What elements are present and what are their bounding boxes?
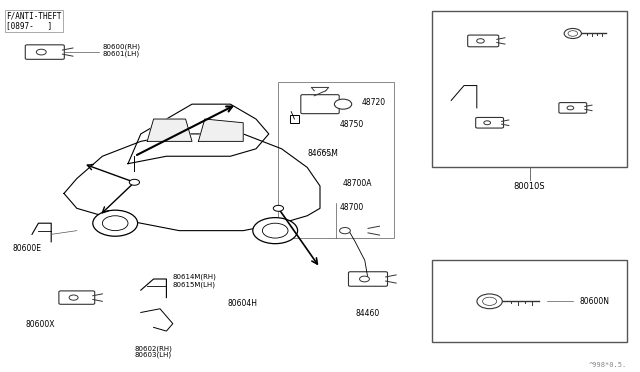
Circle shape [262,223,288,238]
Circle shape [564,29,581,38]
Bar [432,11,627,167]
Circle shape [567,106,574,110]
Circle shape [477,294,502,309]
FancyBboxPatch shape [26,45,65,60]
Text: ^998*0.5.: ^998*0.5. [589,362,627,368]
Text: 48720: 48720 [362,98,386,107]
Text: 80614M(RH): 80614M(RH) [173,274,217,280]
Bar [290,115,299,123]
Text: 80615M(LH): 80615M(LH) [173,281,216,288]
Polygon shape [147,119,192,141]
Circle shape [102,216,128,231]
FancyBboxPatch shape [59,291,95,304]
Text: 48700A: 48700A [342,179,372,187]
Polygon shape [128,104,269,164]
Circle shape [484,121,491,125]
Text: 80604H: 80604H [227,299,257,308]
Text: 80600(RH): 80600(RH) [102,43,140,50]
FancyBboxPatch shape [349,272,388,286]
Circle shape [360,276,369,282]
Bar [432,260,627,342]
Text: 80010S: 80010S [514,182,545,191]
Circle shape [129,179,140,185]
Circle shape [36,49,46,55]
FancyBboxPatch shape [301,95,339,114]
Text: 80600E: 80600E [13,244,42,253]
Circle shape [253,218,298,244]
Text: 48750: 48750 [339,120,364,129]
Circle shape [93,210,138,236]
FancyBboxPatch shape [559,103,587,113]
Circle shape [69,295,78,300]
Text: 80600N: 80600N [579,297,609,306]
Text: F/ANTI-THEFT
[0897-   ]: F/ANTI-THEFT [0897- ] [6,11,62,31]
Circle shape [273,205,284,211]
FancyBboxPatch shape [328,223,370,238]
Circle shape [340,228,350,234]
Text: 80603(LH): 80603(LH) [134,352,172,358]
FancyBboxPatch shape [476,118,504,128]
Text: 48700: 48700 [339,203,364,212]
Circle shape [335,99,352,109]
Circle shape [483,297,497,305]
FancyBboxPatch shape [468,35,499,47]
Text: 80600X: 80600X [26,320,55,329]
Text: 80602(RH): 80602(RH) [134,346,172,352]
Bar [278,82,394,238]
Circle shape [568,31,577,36]
Text: 80601(LH): 80601(LH) [102,51,140,57]
Text: 84665M: 84665M [307,149,338,158]
Polygon shape [64,134,320,231]
Circle shape [477,39,484,43]
Text: 84460: 84460 [355,309,380,318]
Polygon shape [198,119,243,141]
